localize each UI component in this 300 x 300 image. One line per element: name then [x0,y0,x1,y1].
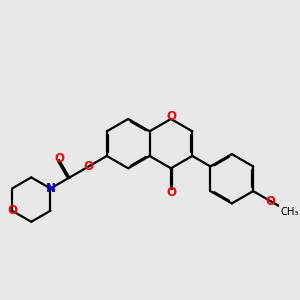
Text: O: O [83,160,93,173]
Text: O: O [7,204,17,217]
Text: CH₃: CH₃ [280,207,299,217]
Text: N: N [46,182,56,195]
Text: O: O [166,110,176,123]
Text: O: O [166,186,176,199]
Text: O: O [54,152,64,165]
Text: O: O [266,195,276,208]
